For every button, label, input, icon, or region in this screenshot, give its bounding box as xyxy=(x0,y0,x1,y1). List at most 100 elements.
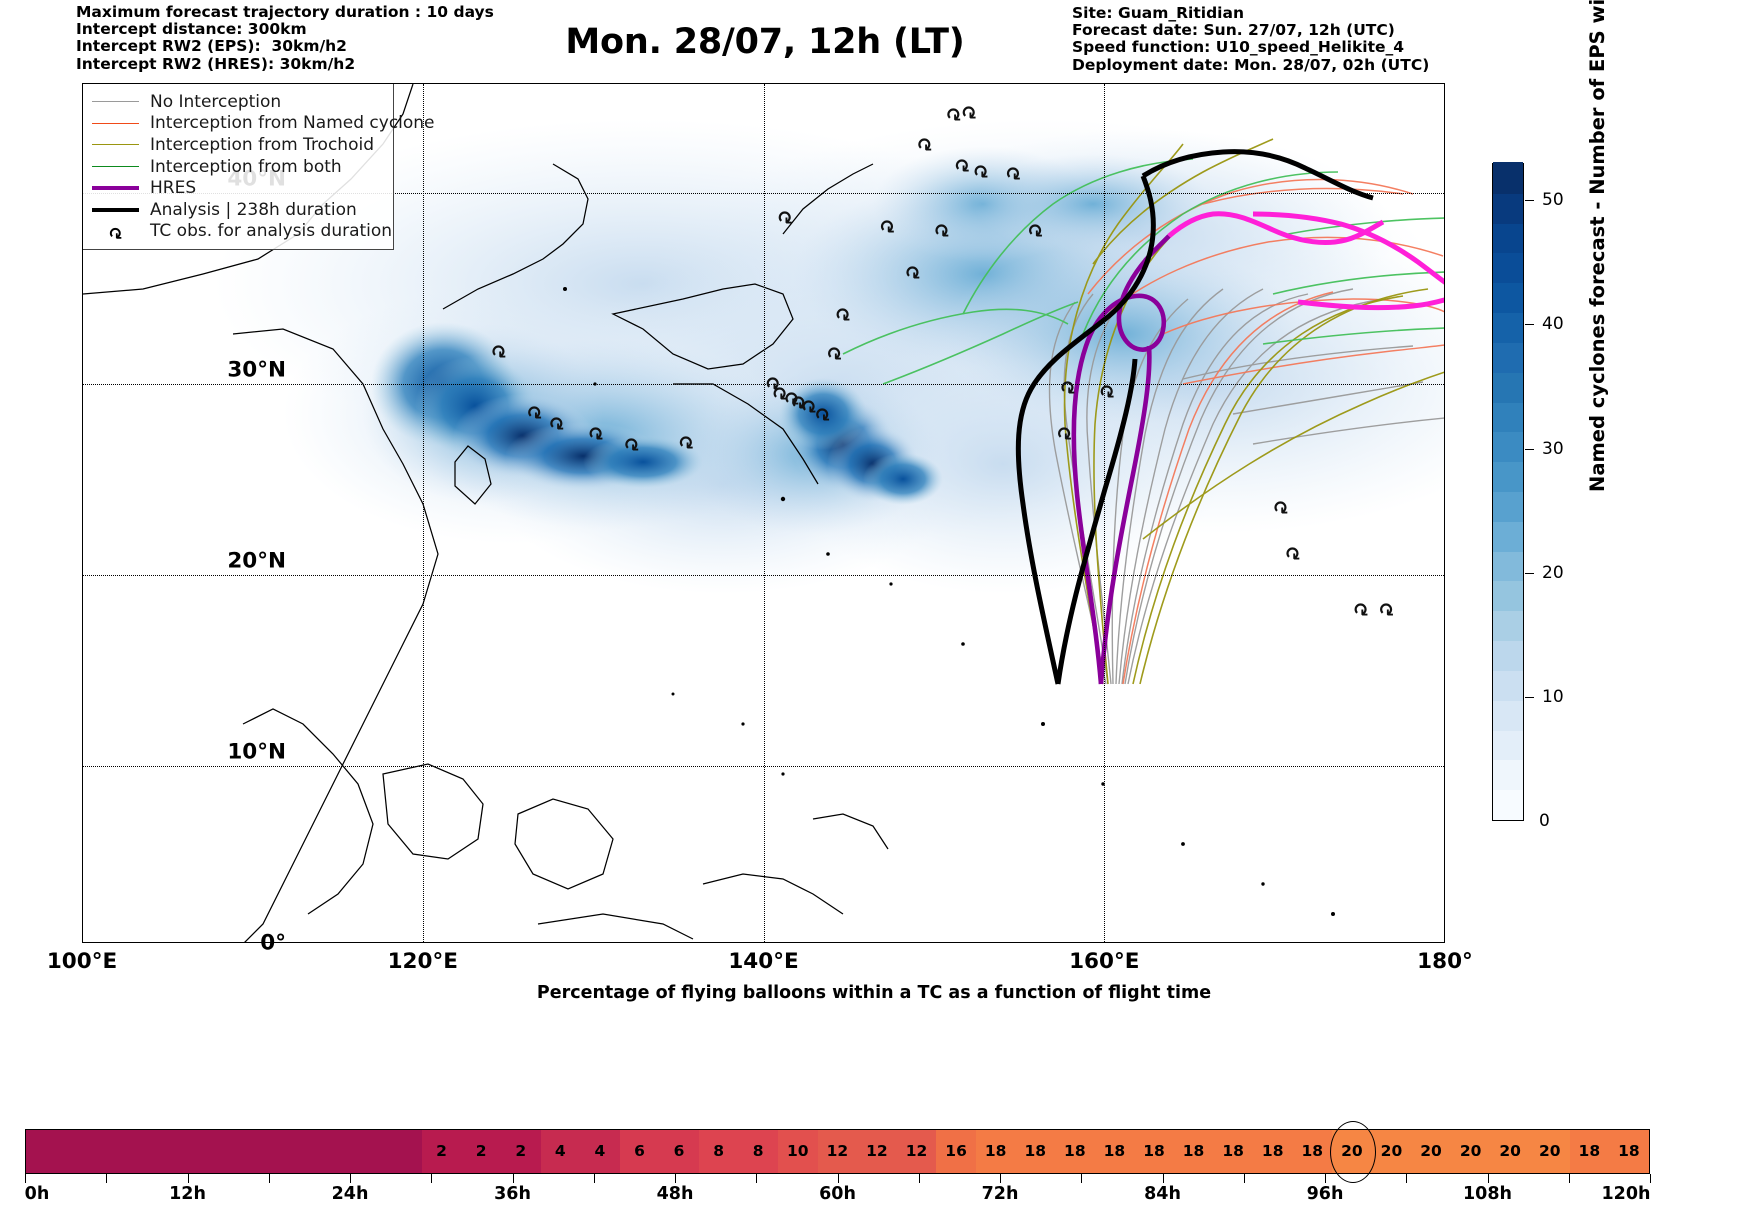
timeline-cell[interactable]: 4 xyxy=(580,1130,620,1173)
timeline-cell[interactable] xyxy=(65,1130,106,1173)
timeline-cell[interactable] xyxy=(144,1130,185,1173)
timeline-cell[interactable]: 18 xyxy=(1173,1130,1214,1173)
timeline-cell-value: 12 xyxy=(826,1141,849,1160)
timeline-cell-value: 20 xyxy=(1499,1141,1521,1160)
timeline-cell[interactable]: 16 xyxy=(936,1130,976,1173)
timeline-cell[interactable]: 4 xyxy=(540,1130,581,1173)
timeline-cell[interactable]: 18 xyxy=(1292,1130,1333,1173)
timeline-cell[interactable]: 18 xyxy=(1015,1130,1056,1173)
lon-tick-label: 100°E xyxy=(46,949,118,974)
timeline-cell-value: 18 xyxy=(1143,1141,1165,1160)
colorbar-segment xyxy=(1493,728,1523,761)
timeline-cell[interactable]: 8 xyxy=(698,1130,739,1173)
timeline-cell[interactable] xyxy=(382,1130,422,1173)
analysis-track xyxy=(1015,175,1156,685)
legend-item-analysis[interactable]: Analysis | 238h duration xyxy=(92,199,384,221)
magenta-track xyxy=(1167,211,1385,245)
timeline-cell[interactable]: 18 xyxy=(1252,1130,1293,1173)
timeline-cell[interactable]: 2 xyxy=(500,1130,541,1173)
timeline-cell[interactable]: 12 xyxy=(817,1130,858,1173)
colorbar-segment xyxy=(1493,281,1523,314)
timeline-cell[interactable] xyxy=(26,1130,66,1173)
legend-item-named-cyclone[interactable]: Interception from Named cyclone xyxy=(92,113,435,135)
timeline-cell[interactable]: 12 xyxy=(896,1130,937,1173)
timeline-cell[interactable]: 18 xyxy=(1569,1130,1610,1173)
colorbar-segment xyxy=(1493,430,1523,463)
timeline-cell[interactable]: 18 xyxy=(975,1130,1016,1173)
legend-swatch-line xyxy=(92,101,139,103)
timeline-cell[interactable]: 18 xyxy=(1213,1130,1253,1173)
lat-tick-label: 20°N xyxy=(227,548,286,574)
timeline-cell[interactable] xyxy=(223,1130,264,1173)
tc-marker-icon: ↺ xyxy=(1027,218,1044,241)
timeline-cell-value: 20 xyxy=(1459,1141,1482,1160)
lon-tick-label: 180° xyxy=(1417,949,1473,974)
timeline-tick xyxy=(187,1174,189,1183)
legend-item-both[interactable]: Interception from both xyxy=(92,156,384,178)
timeline-cell[interactable]: 12 xyxy=(857,1130,897,1173)
timeline-cell[interactable] xyxy=(303,1130,343,1173)
legend-swatch-line xyxy=(92,122,139,124)
timeline-cell-value: 6 xyxy=(673,1141,685,1160)
timeline-tick-label: 12h xyxy=(169,1184,206,1204)
timeline-cell[interactable] xyxy=(105,1130,145,1173)
timeline-cell[interactable] xyxy=(342,1130,383,1173)
colorbar-tick-label: 20 xyxy=(1542,562,1564,583)
timeline-cell[interactable]: 6 xyxy=(619,1130,660,1173)
legend-item-trochoid[interactable]: Interception from Trochoid xyxy=(92,134,384,156)
timeline-cell-value: 6 xyxy=(634,1141,645,1160)
legend-label: HRES xyxy=(150,178,197,199)
timeline-cell[interactable] xyxy=(184,1130,224,1173)
timeline-cell-value: 16 xyxy=(945,1141,967,1160)
colorbar-segment xyxy=(1493,579,1523,612)
timeline-cell[interactable]: 2 xyxy=(421,1130,462,1173)
timeline-cell[interactable]: 18 xyxy=(1094,1130,1135,1173)
timeline-tick xyxy=(756,1174,758,1183)
timeline-cell[interactable]: 2 xyxy=(461,1130,501,1173)
map-legend[interactable]: No Interception Interception from Named … xyxy=(83,84,435,251)
legend-item-hres[interactable]: HRES xyxy=(92,177,384,199)
tc-marker-icon: ↺ xyxy=(526,400,543,423)
timeline-cell-value: 20 xyxy=(1538,1141,1561,1160)
timeline-tick-label: 108h xyxy=(1463,1184,1512,1204)
gridline-lon-140 xyxy=(764,84,765,942)
timeline-cell[interactable]: 8 xyxy=(738,1130,778,1173)
timeline-cell[interactable]: 20 xyxy=(1411,1130,1451,1173)
legend-swatch-line xyxy=(92,144,139,146)
timeline-cell-value: 18 xyxy=(1024,1141,1047,1160)
colorbar-segment xyxy=(1493,192,1523,224)
colorbar[interactable] xyxy=(1492,162,1524,821)
timeline-bar[interactable]: 2 2 2 4 4 6 6 8 8 10 12 12 12 16 18 18 18 18 18 18 18 18 18 20 2… xyxy=(25,1129,1650,1174)
timeline-cell[interactable]: 10 xyxy=(777,1130,818,1173)
timeline-cell[interactable]: 20 xyxy=(1490,1130,1530,1173)
timeline-cell[interactable]: 6 xyxy=(659,1130,699,1173)
tc-marker-icon: ↺ xyxy=(1059,375,1076,398)
timeline-cell[interactable] xyxy=(263,1130,304,1173)
timeline-cell-value: 20 xyxy=(1341,1141,1363,1160)
timeline-axis-ticks xyxy=(25,1174,1651,1183)
gridline-lat-20 xyxy=(83,575,1444,576)
timeline-tick-label: 0h xyxy=(24,1184,50,1204)
legend-item-no-interception[interactable]: No Interception xyxy=(92,91,384,113)
timeline-cell[interactable]: 20 xyxy=(1371,1130,1412,1173)
timeline-cell[interactable]: 18 xyxy=(1134,1130,1174,1173)
forecast-map-panel[interactable]: ↺ ↺ ↺ ↺ ↺ ↺ ↺ ↺ ↺ ↺ ↺ ↺ ↺ ↺ ↺ ↺ ↺ ↺ ↺ ↺ ↺ ↺ ↺ ↺ ↺ ↺ ↺ ↺ ↺ ↺ ↺ ↺ No Inte… xyxy=(82,83,1445,943)
timeline-cell[interactable]: 18 xyxy=(1609,1130,1649,1173)
colorbar-segment xyxy=(1493,609,1523,642)
timeline-cell-value: 4 xyxy=(594,1141,606,1160)
legend-item-tc-obs[interactable]: ↺ TC obs. for analysis duration xyxy=(92,221,392,243)
timeline-cell[interactable]: 18 xyxy=(1055,1130,1095,1173)
tc-marker-icon: ↺ xyxy=(960,100,977,123)
timeline-cell-value: 12 xyxy=(905,1141,928,1160)
timeline-cell[interactable]: 20 xyxy=(1332,1130,1372,1173)
timeline-title: Percentage of flying balloons within a T… xyxy=(536,983,1212,1003)
timeline-cell-value: 12 xyxy=(866,1141,888,1160)
timeline-cell[interactable]: 20 xyxy=(1529,1130,1570,1173)
tc-marker-icon: ↺ xyxy=(1056,421,1073,444)
timeline-tick-label: 48h xyxy=(656,1184,694,1204)
tc-marker-icon: ↺ xyxy=(954,153,971,176)
timeline-tick-label: 72h xyxy=(981,1184,1019,1204)
legend-label: TC obs. for analysis duration xyxy=(150,221,393,242)
timeline-cell[interactable]: 20 xyxy=(1450,1130,1491,1173)
tc-marker-icon: ↺ xyxy=(587,421,604,444)
